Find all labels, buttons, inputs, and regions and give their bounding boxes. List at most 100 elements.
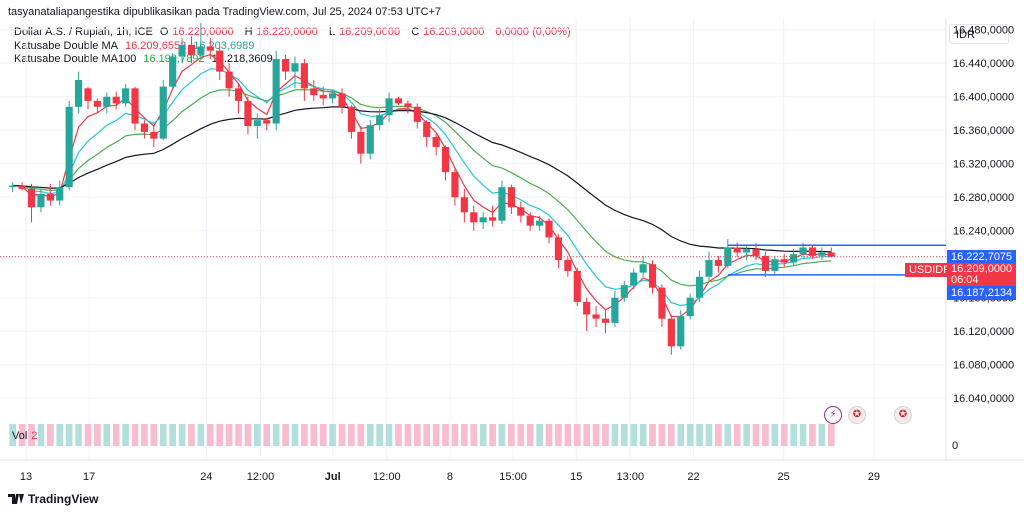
- candle-body: [376, 115, 384, 126]
- time-tick-label: 25: [778, 471, 790, 483]
- volume-bar: [254, 424, 261, 446]
- lightning-icon[interactable]: ⚡: [824, 406, 842, 424]
- candle-body: [686, 297, 694, 317]
- volume-bar: [122, 424, 129, 446]
- volume-bar: [451, 424, 459, 446]
- volume-bar: [621, 424, 628, 446]
- volume-bar: [225, 424, 233, 446]
- candle-body: [112, 96, 120, 104]
- candle-body: [724, 247, 732, 266]
- volume-bar: [771, 424, 779, 446]
- volume-bar: [743, 424, 750, 446]
- price-tick-label: 16.280,0000: [953, 192, 1014, 204]
- volume-bar: [263, 424, 271, 446]
- volume-bar: [658, 424, 666, 446]
- candle-body: [554, 237, 563, 261]
- candle-body: [244, 100, 252, 127]
- tradingview-logo[interactable]: TradingView: [8, 492, 98, 506]
- candle-body: [780, 259, 788, 263]
- candle-body: [667, 318, 675, 347]
- price-tick-label: 16.120,0000: [953, 326, 1014, 338]
- volume-bar: [103, 424, 111, 446]
- volume-bar: [348, 424, 355, 446]
- candle-body: [790, 254, 798, 263]
- symbol-name: Dollar A.S. / Rupiah, 1h, ICE: [14, 26, 153, 38]
- candle-body: [197, 46, 205, 55]
- volume-bar: [780, 424, 788, 446]
- us-flag-icon[interactable]: ✪: [894, 406, 912, 424]
- candle-body: [573, 270, 581, 302]
- ohlc-close: C 16.209,0000: [411, 26, 485, 38]
- candle-body: [263, 120, 271, 124]
- volume-bar: [207, 424, 214, 446]
- price-tick-label: 16.360,0000: [953, 125, 1014, 137]
- volume-bar: [131, 424, 139, 446]
- candle-body: [56, 187, 64, 201]
- volume-bar: [404, 424, 412, 446]
- volume-bar: [705, 424, 713, 446]
- candle-body: [545, 220, 553, 238]
- volume-label: Vol: [12, 430, 28, 442]
- ohlc-high: H 16.220,0000: [244, 26, 318, 38]
- candle-body: [733, 247, 741, 253]
- volume-bar: [75, 424, 82, 446]
- volume-bar: [573, 424, 581, 446]
- volume-bar: [611, 424, 619, 446]
- volume-bar: [319, 424, 327, 446]
- candle-body: [743, 249, 751, 253]
- candle-body: [234, 88, 243, 101]
- candle-body: [206, 46, 214, 51]
- moving-average-line: [12, 88, 832, 287]
- volume-bar: [65, 424, 73, 446]
- chart-grid: [0, 18, 946, 460]
- volume-legend[interactable]: Vol 2: [12, 430, 37, 442]
- candle-body: [808, 247, 817, 256]
- volume-bar: [272, 424, 280, 446]
- candle-body: [291, 63, 299, 72]
- time-tick-label: 17: [83, 471, 95, 483]
- volume-bar: [489, 424, 496, 446]
- candle-body: [131, 88, 139, 124]
- candle-body: [601, 318, 610, 323]
- volume-bar: [423, 424, 430, 446]
- candle-body: [658, 287, 666, 319]
- volume-bar: [639, 424, 647, 446]
- us-flag-icon[interactable]: ✪: [848, 406, 866, 424]
- candle-body: [93, 100, 101, 107]
- volume-bar: [696, 424, 703, 446]
- symbol-legend[interactable]: Dollar A.S. / Rupiah, 1h, ICE O 16.220,00…: [14, 26, 575, 38]
- price-axis: 16.480,0000 16.440,0000 16.400,0000 16.360,…: [953, 25, 1014, 406]
- candle-body: [488, 217, 497, 221]
- candle-body: [46, 193, 54, 201]
- candle-body: [639, 264, 647, 273]
- current-price: 16.209,0000: [951, 263, 1013, 275]
- candle-body: [103, 96, 111, 107]
- time-tick-label: 15:00: [499, 471, 527, 483]
- volume-bar: [197, 424, 205, 446]
- volume-bar: [150, 424, 158, 446]
- ohlc-change: 0,0000 (0,00%): [495, 26, 571, 38]
- moving-averages: [12, 54, 832, 318]
- volume-bar: [630, 424, 637, 446]
- candle-body: [611, 297, 619, 323]
- ohlc-low: L 16.209,0000: [328, 26, 401, 38]
- candle-body: [225, 71, 233, 89]
- candle-body: [695, 276, 704, 298]
- indicator-name: Katusabe Double MA: [14, 40, 118, 52]
- candle-body: [319, 95, 327, 99]
- indicator-legend-ma100[interactable]: Katusabe Double MA100 16.199,7892 16.218…: [14, 53, 277, 65]
- candle-body: [677, 316, 685, 347]
- volume-bar: [668, 424, 675, 446]
- volume-bar: [432, 424, 440, 446]
- price-tick-label: 16.440,0000: [953, 58, 1014, 70]
- indicator-value: 16.218,3609: [211, 53, 273, 65]
- volume-bar: [94, 424, 101, 446]
- currency-selector[interactable]: IDR: [949, 24, 1009, 44]
- candle-body: [451, 172, 459, 198]
- current-price-tag: 16.209,0000 06:04: [947, 263, 1017, 286]
- indicator-name: Katusabe Double MA100: [14, 53, 137, 65]
- volume-bar: [84, 424, 92, 446]
- candle-body: [394, 98, 403, 104]
- volume-bar: [159, 424, 167, 446]
